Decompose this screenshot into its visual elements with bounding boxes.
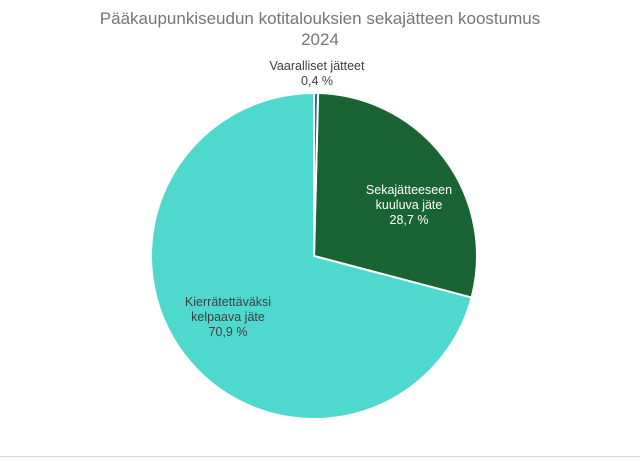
window-bottom-edge [0, 456, 640, 461]
slice-label-hazardous-waste: Vaaralliset jätteet 0,4 % [237, 59, 397, 89]
slice-label-text: Vaaralliset jätteet [269, 59, 365, 73]
slice-label-text: Kierrätettäväksi kelpaava jäte [184, 295, 272, 324]
slice-value-text: 28,7 % [389, 213, 429, 227]
slice-label-mixed-waste: Sekajätteeseen kuuluva jäte 28,7 % [349, 183, 469, 228]
pie-slice-0[interactable] [313, 91, 320, 257]
chart-title-line1: Pääkaupunkiseudun kotitalouksien sekajät… [99, 9, 541, 28]
slice-value-text: 0,4 % [301, 74, 333, 88]
slice-label-recyclable-waste: Kierrätettäväksi kelpaava jäte 70,9 % [163, 295, 293, 340]
slice-value-text: 70,9 % [208, 325, 248, 339]
chart-title: Pääkaupunkiseudun kotitalouksien sekajät… [0, 8, 640, 50]
pie-slice-2[interactable] [150, 92, 473, 420]
pie-slice-1[interactable] [313, 92, 478, 299]
chart-title-line2: 2024 [301, 30, 339, 49]
slice-label-text: Sekajätteeseen kuuluva jäte [365, 183, 453, 212]
